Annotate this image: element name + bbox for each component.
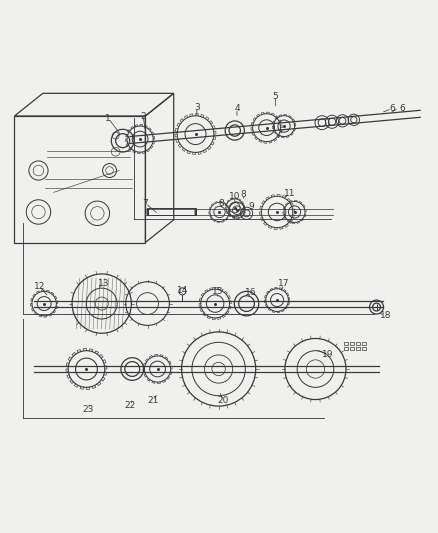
Text: 11: 11 [283, 189, 294, 198]
Text: 8: 8 [240, 190, 246, 199]
Text: 9: 9 [247, 202, 253, 211]
Text: 4: 4 [233, 104, 239, 113]
Text: 13: 13 [98, 279, 110, 288]
Bar [147, 208, 195, 215]
Bar [361, 347, 365, 350]
Text: 22: 22 [124, 401, 135, 410]
Text: 5: 5 [272, 92, 278, 101]
Text: 21: 21 [147, 397, 159, 406]
Text: 1: 1 [105, 114, 111, 123]
Text: 6: 6 [388, 104, 394, 113]
Bar [361, 342, 365, 345]
Text: 23: 23 [82, 405, 93, 414]
Text: 3: 3 [194, 103, 199, 112]
Text: 17: 17 [278, 279, 289, 288]
Text: 8: 8 [218, 199, 224, 208]
Bar [349, 342, 353, 345]
Bar [355, 342, 359, 345]
Text: 6: 6 [399, 104, 405, 113]
Text: 7: 7 [142, 199, 148, 208]
Bar [343, 342, 347, 345]
Text: 10: 10 [229, 192, 240, 201]
Text: 12: 12 [34, 281, 46, 290]
Bar [343, 347, 347, 350]
Text: 14: 14 [177, 286, 187, 295]
Text: 15: 15 [211, 287, 223, 296]
Text: 2: 2 [140, 111, 146, 120]
Text: 20: 20 [217, 397, 228, 406]
Bar [355, 347, 359, 350]
Text: 16: 16 [244, 288, 256, 297]
Text: 18: 18 [378, 311, 390, 320]
Bar [349, 347, 353, 350]
Text: 19: 19 [321, 350, 333, 359]
